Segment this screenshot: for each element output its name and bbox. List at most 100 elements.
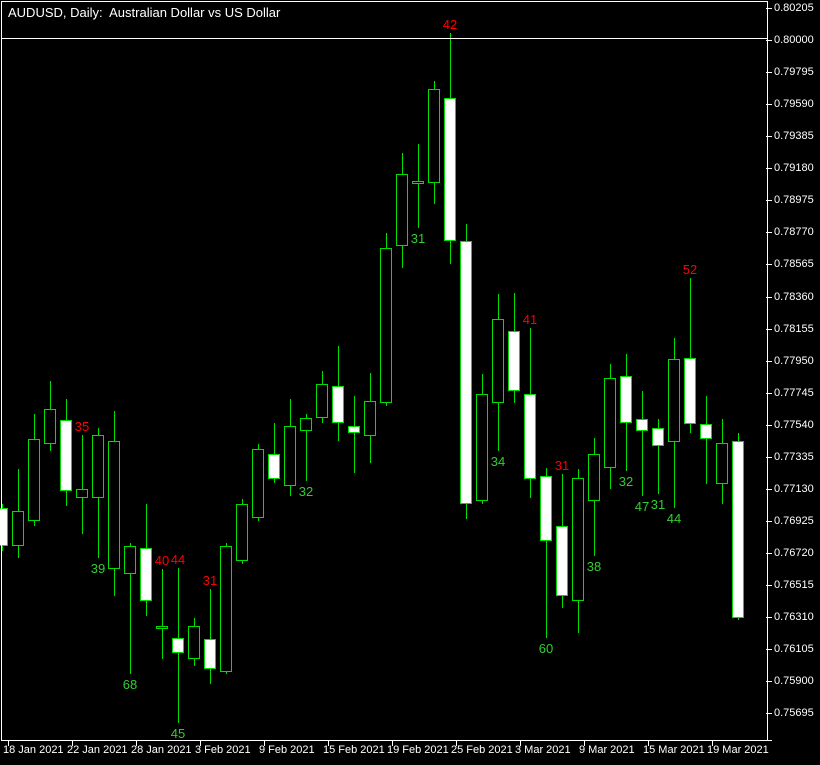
candle-body[interactable] [700, 424, 712, 439]
x-axis-label: 3 Mar 2021 [515, 744, 571, 756]
y-axis-label: 0.77130 [774, 482, 814, 495]
candle-body[interactable] [492, 319, 504, 403]
candle-annotation-below: 60 [538, 641, 554, 656]
candle-body[interactable] [172, 638, 184, 653]
candle-body[interactable] [268, 454, 280, 479]
candle-wick [306, 414, 307, 481]
candle-body[interactable] [412, 180, 424, 184]
y-axis-label: 0.79385 [774, 130, 814, 142]
candle-body[interactable] [716, 443, 728, 484]
candle-body[interactable] [460, 240, 472, 504]
candle-body[interactable] [188, 626, 200, 659]
candle-body[interactable] [572, 478, 584, 601]
candle-annotation-above: 31 [554, 458, 570, 473]
candle-body[interactable] [684, 358, 696, 424]
x-axis-line [1, 740, 772, 741]
candle-wick [418, 143, 419, 228]
y-axis-label: 0.79590 [774, 98, 814, 110]
x-axis-label: 19 Mar 2021 [707, 744, 769, 756]
y-axis-line [767, 1, 768, 741]
candle-body[interactable] [540, 476, 552, 541]
candle-body[interactable] [428, 88, 440, 183]
candle-body[interactable] [668, 359, 680, 442]
x-axis-label: 22 Jan 2021 [67, 744, 128, 756]
x-axis-label: 19 Feb 2021 [387, 744, 449, 756]
y-axis-label: 0.76925 [774, 514, 814, 527]
candle-body[interactable] [44, 409, 56, 444]
x-axis-label: 18 Jan 2021 [3, 744, 64, 756]
y-axis-tick [766, 72, 772, 73]
candle-body[interactable] [396, 173, 408, 246]
y-axis-label: 0.77745 [774, 386, 814, 399]
candle-wick [642, 391, 643, 496]
candle-body[interactable] [140, 548, 152, 601]
x-axis-tick [520, 740, 521, 746]
candle-body[interactable] [524, 394, 536, 479]
candle-body[interactable] [204, 639, 216, 669]
y-axis-label: 0.77950 [774, 354, 814, 367]
y-axis-tick [766, 168, 772, 169]
candle-body[interactable] [60, 420, 72, 491]
y-axis-label: 0.77540 [774, 418, 814, 431]
candle-body[interactable] [652, 428, 664, 446]
candle-body[interactable] [252, 449, 264, 518]
candle-body[interactable] [604, 378, 616, 468]
candle-annotation-below: 38 [586, 559, 602, 574]
candle-body[interactable] [508, 331, 520, 391]
x-axis-tick [712, 740, 713, 746]
candle-body[interactable] [556, 526, 568, 596]
y-axis-label: 0.76105 [774, 642, 814, 655]
candle-annotation-above: 31 [202, 573, 218, 588]
candle-wick [354, 396, 355, 473]
candle-body[interactable] [636, 419, 648, 431]
candle-body[interactable] [108, 441, 120, 569]
candle-body[interactable] [236, 504, 248, 561]
candle-body[interactable] [380, 247, 392, 403]
candle-annotation-below: 44 [666, 511, 682, 526]
candle-body[interactable] [220, 546, 232, 672]
candle-wick [82, 435, 83, 534]
frame-top-border [1, 1, 768, 2]
candle-body[interactable] [28, 439, 40, 521]
x-axis-tick [264, 740, 265, 746]
candle-body[interactable] [348, 426, 360, 433]
candle-body[interactable] [316, 384, 328, 418]
candle-body[interactable] [0, 508, 8, 546]
y-axis-label: 0.79180 [774, 162, 814, 174]
candle-wick [546, 468, 547, 638]
candle-body[interactable] [284, 426, 296, 486]
y-axis-label: 0.79795 [774, 66, 814, 78]
candle-body[interactable] [364, 401, 376, 436]
x-axis-tick [8, 740, 9, 746]
candle-body[interactable] [332, 386, 344, 423]
candle-body[interactable] [156, 626, 168, 629]
x-axis-label: 15 Feb 2021 [323, 744, 385, 756]
candle-body[interactable] [76, 489, 88, 498]
candle-body[interactable] [300, 418, 312, 431]
candle-body[interactable] [92, 435, 104, 498]
y-axis-tick [766, 232, 772, 233]
candle-wick [210, 589, 211, 684]
candle-body[interactable] [620, 376, 632, 423]
candle-annotation-below: 47 [634, 499, 650, 514]
candle-body[interactable] [124, 546, 136, 574]
y-axis-tick [766, 8, 772, 9]
y-axis-tick [766, 296, 772, 298]
candle-body[interactable] [588, 454, 600, 501]
candle-body[interactable] [444, 97, 456, 241]
candle-wick [274, 423, 275, 483]
x-axis-tick [136, 740, 137, 746]
y-axis-tick [766, 488, 772, 490]
title-separator-line [1, 38, 768, 39]
candle-annotation-above: 52 [682, 261, 698, 277]
y-axis-label: 0.78770 [774, 226, 814, 238]
candle-body[interactable] [12, 511, 24, 546]
candle-body[interactable] [476, 394, 488, 501]
x-axis-label: 9 Feb 2021 [259, 744, 315, 756]
y-axis-tick [766, 360, 772, 362]
y-axis-tick [766, 680, 772, 682]
candle-body[interactable] [732, 441, 744, 618]
y-axis-label: 0.80205 [774, 2, 814, 14]
y-axis-label: 0.78360 [774, 290, 814, 303]
